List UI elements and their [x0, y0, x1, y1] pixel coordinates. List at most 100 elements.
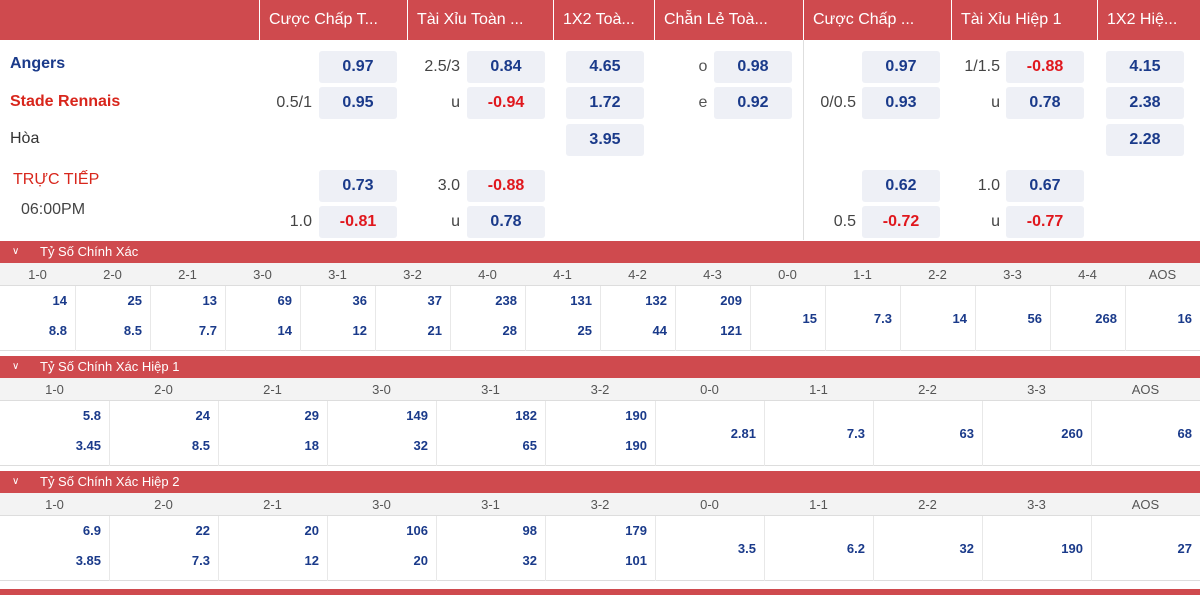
score-odds[interactable]: 63 [959, 426, 974, 441]
score-cell[interactable]: 14 8.8 [0, 286, 75, 351]
score-cell[interactable]: 131 25 [525, 286, 600, 351]
score-odds[interactable]: 106 [406, 523, 428, 538]
score-odds[interactable]: 132 [645, 293, 667, 308]
ft-odd-odds[interactable]: 0.98 [714, 51, 792, 83]
alt-h1-ou-over-odds[interactable]: 0.67 [1006, 170, 1084, 202]
score-cell[interactable]: 260 [982, 401, 1091, 466]
score-cell[interactable]: 7.3 [825, 286, 900, 351]
score-odds[interactable]: 238 [495, 293, 517, 308]
h1-handicap-home-odds[interactable]: 0.97 [862, 51, 940, 83]
score-odds[interactable]: 69 [277, 293, 292, 308]
h1-1x2-draw-odds[interactable]: 2.28 [1106, 124, 1184, 156]
score-cell[interactable]: 29 18 [218, 401, 327, 466]
score-odds[interactable]: 36 [352, 293, 367, 308]
score-cell[interactable]: 106 20 [327, 516, 436, 581]
score-cell[interactable]: 63 [873, 401, 982, 466]
score-odds[interactable]: 2.81 [730, 426, 756, 441]
score-odds[interactable]: 25 [127, 293, 142, 308]
alt-ft-ou-under-odds[interactable]: 0.78 [467, 206, 545, 238]
score-cell[interactable]: 37 21 [375, 286, 450, 351]
score-cell[interactable]: 68 [1091, 401, 1200, 466]
alt-h1-handicap-away-odds[interactable]: -0.72 [862, 206, 940, 238]
alt-ft-handicap-away-odds[interactable]: -0.81 [319, 206, 397, 238]
score-odds-alt[interactable]: 190 [625, 438, 647, 453]
score-cell[interactable]: 6.2 [764, 516, 873, 581]
score-odds[interactable]: 24 [195, 408, 210, 423]
score-cell[interactable]: 5.8 3.45 [0, 401, 109, 466]
score-cell[interactable]: 179 101 [545, 516, 655, 581]
score-odds[interactable]: 13 [202, 293, 217, 308]
header-h1-handicap[interactable]: Cược Chấp ... [803, 0, 951, 40]
score-odds[interactable]: 29 [304, 408, 319, 423]
score-cell[interactable]: 36 12 [300, 286, 375, 351]
score-odds[interactable]: 37 [427, 293, 442, 308]
score-odds[interactable]: 56 [1027, 311, 1042, 326]
score-cell[interactable]: 20 12 [218, 516, 327, 581]
score-odds[interactable]: 209 [720, 293, 742, 308]
score-odds-alt[interactable]: 121 [720, 323, 742, 338]
score-odds[interactable]: 5.8 [82, 408, 101, 423]
score-cell[interactable]: 182 65 [436, 401, 545, 466]
score-odds-alt[interactable]: 18 [304, 438, 319, 453]
score-odds[interactable]: 14 [952, 311, 967, 326]
score-odds-alt[interactable]: 25 [577, 323, 592, 338]
away-team-name[interactable]: Stade Rennais [10, 93, 121, 110]
score-odds[interactable]: 32 [959, 541, 974, 556]
score-odds[interactable]: 14 [52, 293, 67, 308]
score-odds[interactable]: 7.3 [873, 311, 892, 326]
section-toggle[interactable]: ∨ Tỷ Số Chính Xác Hiệp 1 [0, 356, 1200, 378]
header-ft-handicap[interactable]: Cược Chấp T... [259, 0, 407, 40]
score-odds-alt[interactable]: 12 [352, 323, 367, 338]
score-odds[interactable]: 190 [1061, 541, 1083, 556]
score-cell[interactable]: 132 44 [600, 286, 675, 351]
alt-ft-ou-over-odds[interactable]: -0.88 [467, 170, 545, 202]
score-cell[interactable]: 3.5 [655, 516, 764, 581]
score-cell[interactable]: 2.81 [655, 401, 764, 466]
header-ft-1x2[interactable]: 1X2 Toà... [553, 0, 654, 40]
ft-handicap-away-odds[interactable]: 0.95 [319, 87, 397, 119]
score-cell[interactable]: 15 [750, 286, 825, 351]
score-cell[interactable]: 25 8.5 [75, 286, 150, 351]
score-odds-alt[interactable]: 8.5 [123, 323, 142, 338]
header-ft-over-under[interactable]: Tài Xỉu Toàn ... [407, 0, 553, 40]
ft-even-odds[interactable]: 0.92 [714, 87, 792, 119]
h1-handicap-away-odds[interactable]: 0.93 [862, 87, 940, 119]
score-odds-alt[interactable]: 8.8 [48, 323, 67, 338]
score-cell[interactable]: 56 [975, 286, 1050, 351]
score-odds[interactable]: 190 [625, 408, 647, 423]
score-odds[interactable]: 182 [515, 408, 537, 423]
score-cell[interactable]: 238 28 [450, 286, 525, 351]
score-odds-alt[interactable]: 20 [413, 553, 428, 568]
h1-ou-under-odds[interactable]: 0.78 [1006, 87, 1084, 119]
score-odds-alt[interactable]: 7.3 [191, 553, 210, 568]
score-odds[interactable]: 6.9 [82, 523, 101, 538]
score-odds-alt[interactable]: 3.45 [75, 438, 101, 453]
alt-ft-handicap-home-odds[interactable]: 0.73 [319, 170, 397, 202]
score-odds-alt[interactable]: 3.85 [75, 553, 101, 568]
score-odds-alt[interactable]: 65 [522, 438, 537, 453]
h1-ou-over-odds[interactable]: -0.88 [1006, 51, 1084, 83]
ft-ou-over-odds[interactable]: 0.84 [467, 51, 545, 83]
score-odds[interactable]: 20 [304, 523, 319, 538]
score-cell[interactable]: 6.9 3.85 [0, 516, 109, 581]
score-cell[interactable]: 209 121 [675, 286, 750, 351]
score-odds-alt[interactable]: 44 [652, 323, 667, 338]
ft-1x2-away-odds[interactable]: 1.72 [566, 87, 644, 119]
score-odds-alt[interactable]: 7.7 [198, 323, 217, 338]
score-cell[interactable]: 27 [1091, 516, 1200, 581]
score-odds[interactable]: 179 [625, 523, 647, 538]
score-cell[interactable]: 69 14 [225, 286, 300, 351]
score-odds-alt[interactable]: 32 [522, 553, 537, 568]
header-ft-odd-even[interactable]: Chẵn Lẻ Toà... [654, 0, 803, 40]
score-cell[interactable]: 149 32 [327, 401, 436, 466]
score-odds[interactable]: 3.5 [737, 541, 756, 556]
score-odds[interactable]: 268 [1095, 311, 1117, 326]
score-cell[interactable]: 14 [900, 286, 975, 351]
ft-1x2-home-odds[interactable]: 4.65 [566, 51, 644, 83]
score-odds[interactable]: 6.2 [846, 541, 865, 556]
score-odds-alt[interactable]: 28 [502, 323, 517, 338]
h1-1x2-home-odds[interactable]: 4.15 [1106, 51, 1184, 83]
score-odds-alt[interactable]: 14 [277, 323, 292, 338]
score-cell[interactable]: 268 [1050, 286, 1125, 351]
score-cell[interactable]: 22 7.3 [109, 516, 218, 581]
